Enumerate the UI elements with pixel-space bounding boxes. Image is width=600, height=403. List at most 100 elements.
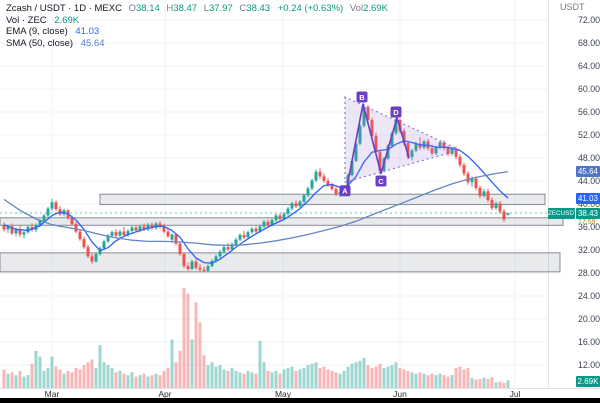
candle-body [202, 269, 206, 271]
price-tick-label: 44.00 [578, 176, 600, 186]
candle-body [298, 201, 302, 207]
volume-bar [238, 372, 242, 388]
volume-bar [374, 366, 378, 388]
pattern-point-label-box[interactable] [390, 106, 402, 118]
price-tick-label: 72.00 [578, 15, 600, 25]
pattern-triangle[interactable] [344, 96, 462, 183]
volume-bar [318, 368, 322, 388]
pattern-point-label-box[interactable] [356, 91, 368, 103]
volume-bar [478, 378, 482, 388]
volume-bar [58, 369, 62, 388]
volume-bar [278, 373, 282, 388]
volume-bar [74, 368, 78, 388]
time-axis[interactable]: Mar Apr May Jun Jul [0, 388, 600, 399]
volume-bar [482, 377, 486, 388]
volume-bar [150, 375, 154, 388]
candle-body [22, 232, 26, 235]
volume-bar [170, 339, 174, 388]
candle-body [418, 143, 422, 148]
volume-bar [186, 293, 190, 388]
candle-body [74, 224, 78, 232]
volume-bar [210, 362, 214, 388]
bar-countdown: 17:59: [578, 219, 598, 227]
volume-bar [382, 368, 386, 388]
legend-volume-row[interactable]: Vol · ZEC 2.69K [6, 15, 388, 27]
candle-body [286, 208, 290, 214]
price-axis[interactable]: USDT 72.00 68.00 64.00 60.00 56.00 52.00 48.00… [548, 0, 600, 388]
volume-bar [182, 288, 186, 388]
volume-bar [54, 366, 58, 388]
volume-bar [30, 363, 34, 388]
volume-bar [310, 363, 314, 388]
pattern-zigzag[interactable] [345, 103, 410, 193]
candle-body [90, 256, 94, 262]
candle-body [250, 228, 254, 233]
candle-body [26, 227, 30, 233]
candle-body [78, 231, 82, 240]
price-tick-label: 36.00 [578, 222, 600, 232]
candle-body [146, 224, 150, 230]
candle-body [402, 130, 406, 144]
candle-body [374, 136, 378, 153]
price-tick-label: 40.00 [578, 199, 600, 209]
candle-body [54, 202, 58, 210]
volume-bar [10, 372, 14, 388]
sma-study-label: SMA (50, close) [6, 37, 74, 49]
candle-body [474, 178, 478, 188]
volume-study-value: 2.69K [54, 14, 80, 26]
legend-ema-row[interactable]: EMA (9, close) 41.03 [6, 26, 388, 38]
candle-body [294, 203, 298, 207]
volume-bar [406, 370, 410, 388]
candle-body [122, 231, 126, 236]
volume-bar [214, 366, 218, 388]
pattern-point-label-box[interactable] [339, 185, 351, 197]
volume-bar [130, 372, 134, 388]
volume-bar [46, 368, 50, 388]
candle-body [218, 251, 222, 257]
candle-body [278, 215, 282, 219]
candle-body [362, 106, 366, 126]
candle-body [166, 231, 170, 237]
price-tick-label: 20.00 [578, 314, 600, 324]
volume-bar [418, 372, 422, 388]
ohlc-low-value: 37.97 [209, 3, 233, 14]
candle-body [178, 243, 182, 255]
volume-bar [266, 370, 270, 388]
price-zone-box[interactable] [99, 193, 546, 206]
volume-bar [26, 375, 30, 388]
volume-bar [358, 360, 362, 388]
ema-study-label: EMA (9, close) [6, 26, 68, 37]
pattern-point-label: C [378, 177, 384, 186]
volume-bar [174, 362, 178, 388]
candle-body [358, 125, 362, 144]
candle-body [174, 234, 178, 244]
pattern-point-label-box[interactable] [375, 175, 387, 187]
candle-body [50, 202, 54, 209]
candle-body [458, 156, 462, 165]
volume-bar [398, 368, 402, 388]
volume-bar [90, 359, 94, 388]
legend-sma-row[interactable]: SMA (50, close) 45.64 [6, 38, 388, 50]
volume-bar [22, 376, 26, 388]
volume-bar [114, 372, 118, 388]
ema-price-badge: 41.03 [576, 192, 600, 204]
volume-bar [262, 362, 266, 388]
candle-body [450, 148, 454, 154]
volume-bar [334, 372, 338, 388]
candle-body [118, 231, 122, 236]
volume-bar [426, 375, 430, 388]
candle-body [462, 164, 466, 174]
candle-body [486, 191, 490, 200]
volume-bar [50, 356, 54, 388]
volume-bar [490, 377, 494, 388]
candle-body [94, 254, 98, 262]
ohlc-low-label: L [203, 3, 209, 14]
ema-line [3, 140, 509, 264]
legend-symbol-row[interactable]: Zcash / USDT · 1D · MEXC O38.14 H38.47 L… [6, 3, 388, 15]
volume-bar [230, 368, 234, 388]
price-zone-box[interactable] [0, 252, 561, 273]
ohlc-high-label: H [166, 3, 174, 14]
price-tick-label: 56.00 [578, 107, 600, 117]
